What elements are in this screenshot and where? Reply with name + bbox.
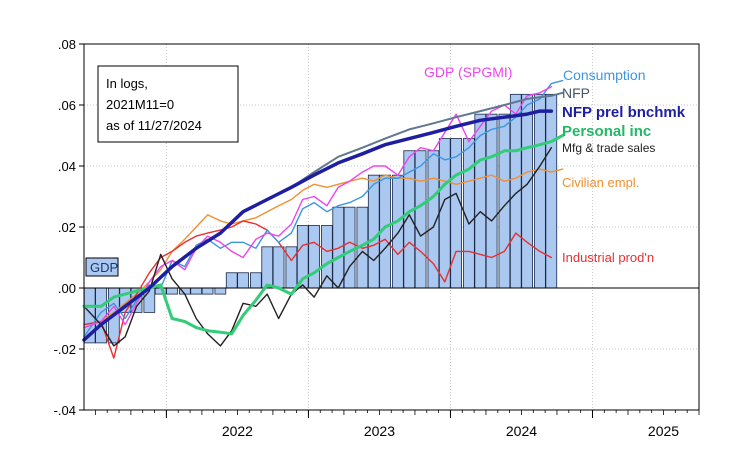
label-mfg-trade-sales: Mfg & trade sales [562,141,655,155]
y-tick-label: .08 [58,37,76,52]
y-tick-label: .02 [58,220,76,235]
x-tick-label: 2022 [222,423,253,439]
gdp-bar [521,93,533,289]
gdp-bar [95,287,107,344]
label-nfp-prel-bnchmk: NFP prel bnchmk [562,104,686,121]
x-tick-label: 2025 [648,423,679,439]
gdp-bar [272,246,285,289]
label-gdp-spgmi: GDP (SPGMI) [424,64,512,80]
gdp-bar [438,138,451,289]
gdp-bar [214,287,227,295]
gdp-bar [392,174,404,289]
axes: -.04 -.02 .00 .02 .04 .06 .08 2022 2023 2024 2025 [54,37,700,439]
gdp-bar [225,272,238,289]
gdp-label: GDP [85,257,119,277]
series-line-industrial-prod-n [83,220,552,359]
gdp-bar [367,174,380,289]
label-consumption: Consumption [563,67,646,83]
annotation-line-3: as of 11/27/2024 [106,118,202,133]
gdp-label-text: GDP [90,260,118,275]
gdp-bar [285,246,298,289]
series-line-civilian-empl- [83,168,564,329]
gdp-bar [308,225,320,289]
gdp-bar [250,272,262,289]
gdp-bar [190,287,203,295]
label-industrial-prodn: Industrial prod'n [562,250,654,265]
series-line-mfg-trade-sales [83,146,552,347]
gdp-bar [261,246,274,289]
series-lines [82,79,565,359]
gdp-bar [166,287,178,295]
y-tick-label: .04 [58,159,76,174]
gdp-bar [534,93,546,289]
gdp-bar [414,150,427,289]
annotation-line-2: 2021M11=0 [106,97,174,112]
gdp-bar [343,206,356,289]
gdp-bar [321,225,333,289]
gdp-bar [450,138,462,289]
y-tick-label: -.02 [54,342,76,357]
series-line-gdp-spgmi- [83,85,552,329]
y-tick-label: .06 [58,98,76,113]
label-nfp: NFP [562,85,590,101]
annotation-line-1: In logs, [106,76,148,91]
series-labels: GDP (SPGMI) Consumption NFP NFP prel bnc… [424,64,686,265]
gdp-bar [545,93,558,289]
gdp-bar [201,287,214,295]
series-line-nfp-prel-bnchmk [82,109,554,342]
x-tick-label: 2023 [364,423,395,439]
label-civilian-empl: Civilian empl. [562,175,639,190]
gdp-bar [485,113,498,289]
label-personal-inc: Personal inc [562,123,651,140]
series-line-personal-inc [82,134,565,336]
x-tick-label: 2024 [506,423,537,439]
annotation-box: In logs, 2021M11=0 as of 11/27/2024 [97,65,239,143]
gdp-bars [83,93,558,344]
y-tick-label: -.04 [54,403,76,418]
y-tick-label: .00 [58,281,76,296]
gdp-bar [237,272,249,289]
